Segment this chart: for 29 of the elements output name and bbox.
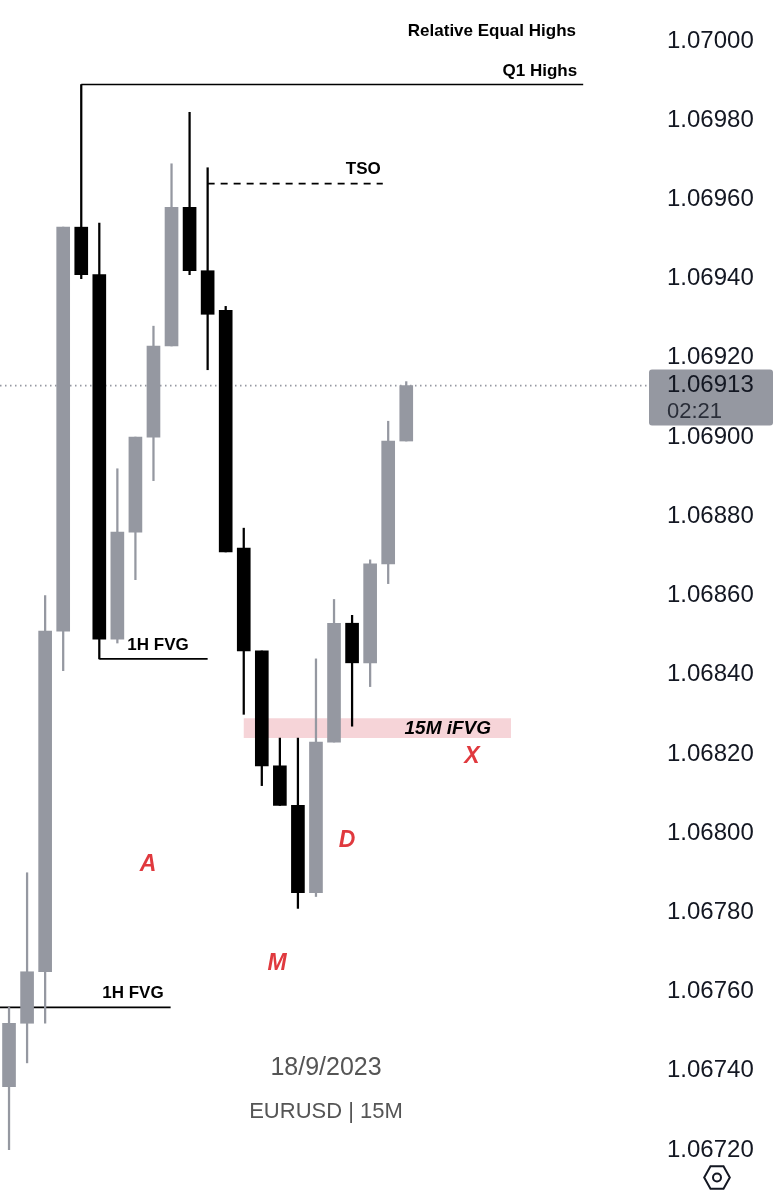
- y-tick-label: 1.06900: [667, 421, 754, 449]
- text: 02:21: [667, 397, 723, 423]
- annotation: EURUSD | 15M: [249, 1098, 403, 1124]
- y-tick-label: 1.06820: [667, 738, 754, 766]
- y-tick-label: 1.06740: [667, 1055, 754, 1083]
- annotation: 18/9/2023: [270, 1051, 382, 1080]
- y-tick-label: 1.06880: [667, 500, 754, 528]
- ref-line-label: 1H FVG: [102, 983, 164, 1003]
- y-tick-label: 1.07000: [667, 25, 754, 53]
- ref-line-label: 1H FVG: [127, 634, 189, 654]
- y-tick-label: 1.06840: [667, 659, 754, 687]
- y-tick-label: 1.06780: [667, 896, 754, 924]
- y-tick-label: 1.06860: [667, 580, 754, 608]
- annotation: Relative Equal Highs: [407, 20, 576, 40]
- ref-line-label: Q1 Highs: [502, 61, 578, 81]
- y-tick-label: 1.06760: [667, 976, 754, 1004]
- ref-line-label: TSO: [345, 159, 381, 179]
- y-tick-label: 1.06720: [667, 1134, 754, 1162]
- y-tick-label: 1.06980: [667, 104, 754, 132]
- y-tick-label: 1.06800: [667, 817, 754, 845]
- band-label: 15M iFVG: [404, 717, 492, 739]
- annotation: A: [138, 850, 157, 877]
- y-tick-label: 1.06940: [667, 263, 754, 291]
- annotation: D: [338, 826, 356, 853]
- y-tick-label: 1.06960: [667, 184, 754, 212]
- annotation: M: [267, 949, 288, 976]
- annotation: X: [462, 742, 482, 769]
- ref-line-label: 1.06913: [667, 370, 754, 398]
- y-tick-label: 1.06920: [667, 342, 754, 370]
